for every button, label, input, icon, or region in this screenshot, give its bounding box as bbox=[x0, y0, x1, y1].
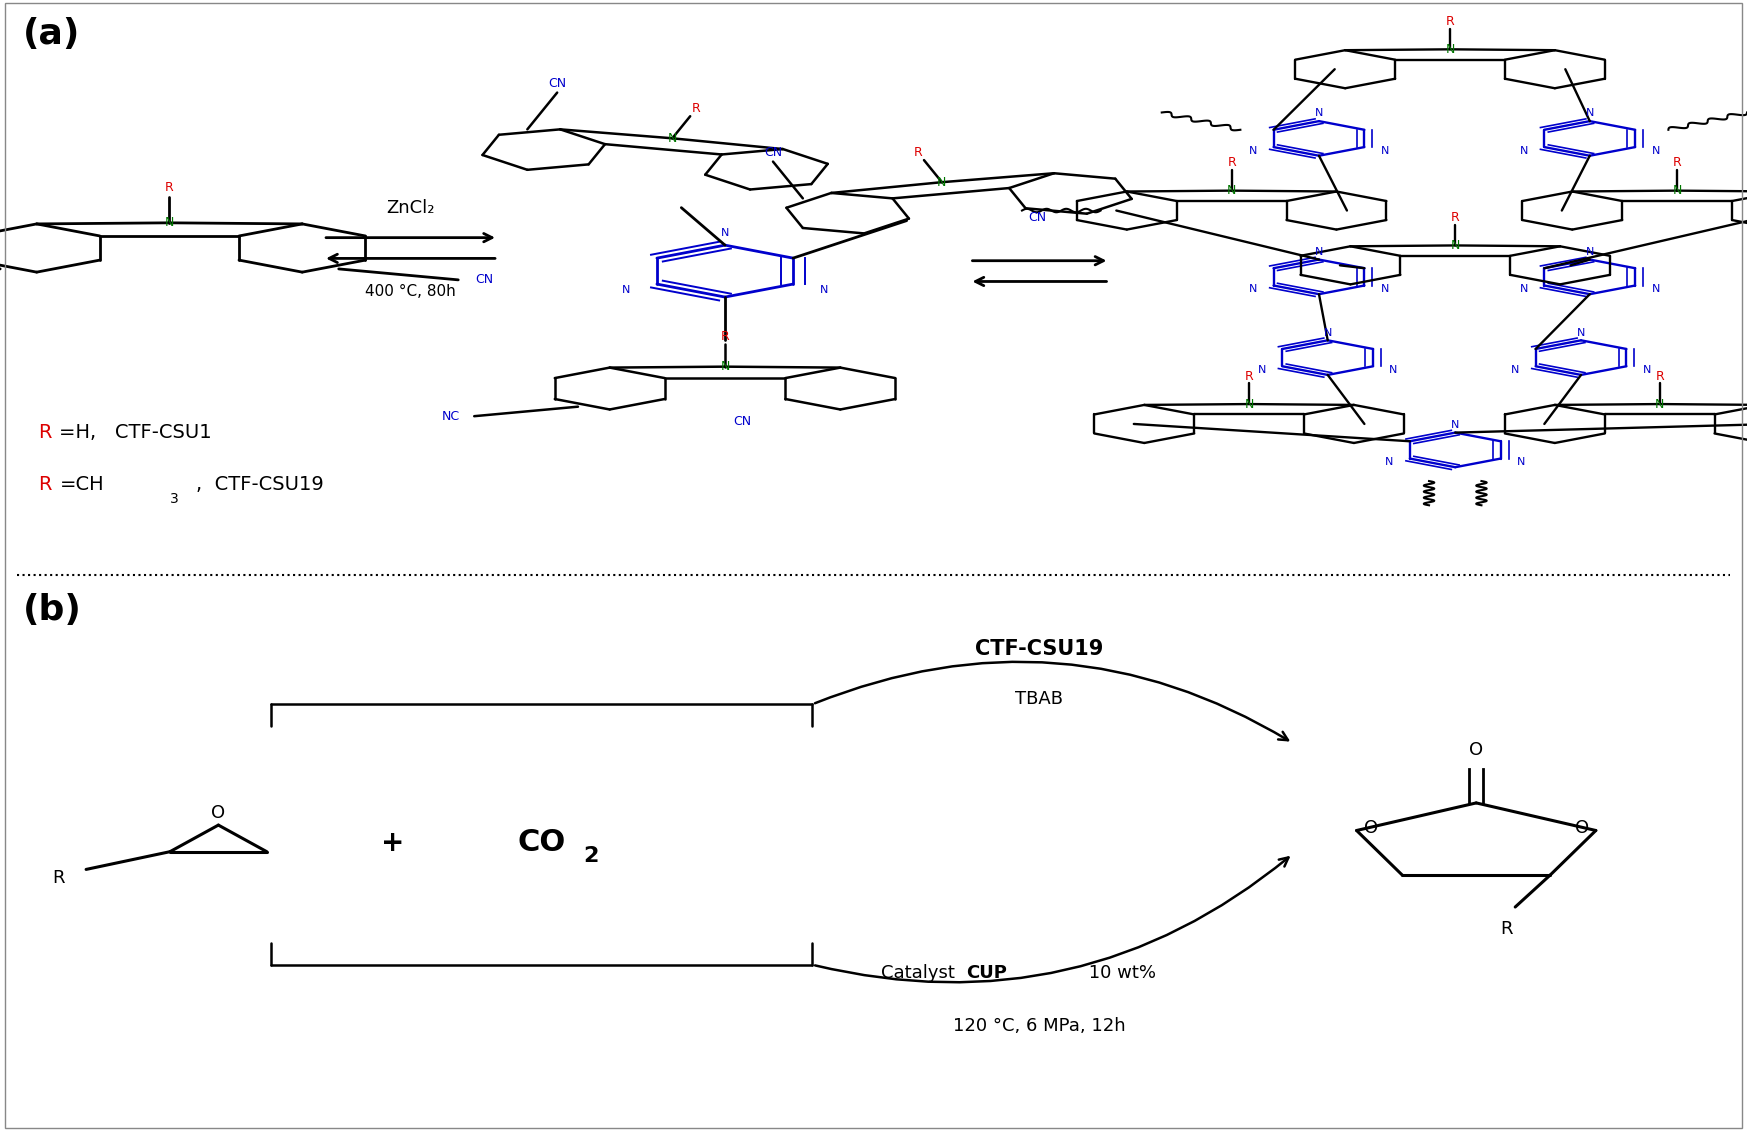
Text: N: N bbox=[1249, 146, 1258, 156]
Text: R: R bbox=[1450, 211, 1460, 224]
Text: R: R bbox=[1501, 921, 1513, 939]
Text: R: R bbox=[38, 475, 52, 494]
Text: CN: CN bbox=[549, 77, 566, 89]
Text: CO: CO bbox=[517, 828, 566, 857]
Text: N: N bbox=[1389, 365, 1398, 375]
Text: N: N bbox=[1385, 457, 1394, 467]
Text: R: R bbox=[52, 870, 65, 888]
Text: N: N bbox=[1452, 420, 1459, 430]
Text: R: R bbox=[1445, 15, 1455, 28]
Text: N: N bbox=[1315, 109, 1322, 119]
Text: =H,   CTF-CSU1: =H, CTF-CSU1 bbox=[59, 423, 211, 442]
Text: N: N bbox=[722, 228, 728, 239]
Text: N: N bbox=[1578, 328, 1585, 337]
Text: R: R bbox=[38, 423, 52, 442]
Text: N: N bbox=[1315, 247, 1322, 257]
Text: ,  CTF-CSU19: , CTF-CSU19 bbox=[196, 475, 323, 494]
Text: R: R bbox=[720, 330, 730, 343]
Text: N: N bbox=[1651, 146, 1660, 156]
Text: R: R bbox=[1654, 370, 1665, 383]
Text: O: O bbox=[1363, 819, 1378, 837]
Text: CN: CN bbox=[475, 274, 494, 286]
Text: (a): (a) bbox=[23, 17, 80, 51]
Text: N: N bbox=[1445, 43, 1455, 55]
Text: 120 °C, 6 MPa, 12h: 120 °C, 6 MPa, 12h bbox=[954, 1017, 1125, 1035]
Text: CTF-CSU19: CTF-CSU19 bbox=[975, 639, 1104, 659]
Text: CUP: CUP bbox=[966, 964, 1006, 982]
Text: 2: 2 bbox=[583, 846, 597, 865]
Text: (b): (b) bbox=[23, 594, 82, 628]
Text: N: N bbox=[667, 132, 678, 145]
Text: R: R bbox=[914, 146, 922, 159]
Text: N: N bbox=[1380, 146, 1389, 156]
Text: R: R bbox=[1672, 156, 1682, 170]
Text: TBAB: TBAB bbox=[1015, 690, 1064, 708]
Text: CN: CN bbox=[763, 146, 783, 158]
Text: N: N bbox=[164, 216, 175, 230]
FancyArrowPatch shape bbox=[814, 662, 1288, 740]
Text: N: N bbox=[1244, 398, 1254, 411]
Text: N: N bbox=[1586, 247, 1593, 257]
Text: =CH: =CH bbox=[59, 475, 105, 494]
Text: R: R bbox=[164, 181, 175, 195]
Text: N: N bbox=[1258, 365, 1267, 375]
Text: CN: CN bbox=[1029, 211, 1046, 224]
Text: 3: 3 bbox=[169, 492, 178, 506]
Text: N: N bbox=[1511, 365, 1520, 375]
Text: O: O bbox=[1469, 741, 1483, 759]
Text: N: N bbox=[1226, 184, 1237, 197]
Text: N: N bbox=[1516, 457, 1525, 467]
Text: Catalyst: Catalyst bbox=[880, 964, 961, 982]
Text: CN: CN bbox=[734, 415, 751, 428]
Text: N: N bbox=[1654, 398, 1665, 411]
Text: +: + bbox=[381, 829, 405, 857]
Text: N: N bbox=[1651, 284, 1660, 294]
Text: N: N bbox=[1520, 284, 1529, 294]
Text: N: N bbox=[936, 175, 947, 189]
Text: O: O bbox=[1574, 819, 1590, 837]
Text: N: N bbox=[819, 285, 828, 295]
Text: ZnCl₂: ZnCl₂ bbox=[386, 199, 435, 217]
Text: O: O bbox=[211, 804, 225, 822]
Text: R: R bbox=[1226, 156, 1237, 170]
Text: N: N bbox=[1324, 328, 1331, 337]
Text: N: N bbox=[720, 360, 730, 373]
Text: R: R bbox=[1244, 370, 1254, 383]
Text: N: N bbox=[1450, 239, 1460, 252]
Text: N: N bbox=[622, 285, 631, 295]
Text: 10 wt%: 10 wt% bbox=[1083, 964, 1157, 982]
Text: N: N bbox=[1249, 284, 1258, 294]
Text: R: R bbox=[692, 103, 701, 115]
Text: NC: NC bbox=[442, 409, 459, 423]
Text: 400 °C, 80h: 400 °C, 80h bbox=[365, 284, 456, 299]
Text: N: N bbox=[1672, 184, 1682, 197]
Text: N: N bbox=[1520, 146, 1529, 156]
Text: N: N bbox=[1642, 365, 1651, 375]
Text: N: N bbox=[1586, 109, 1593, 119]
Text: N: N bbox=[1380, 284, 1389, 294]
FancyArrowPatch shape bbox=[816, 857, 1289, 983]
